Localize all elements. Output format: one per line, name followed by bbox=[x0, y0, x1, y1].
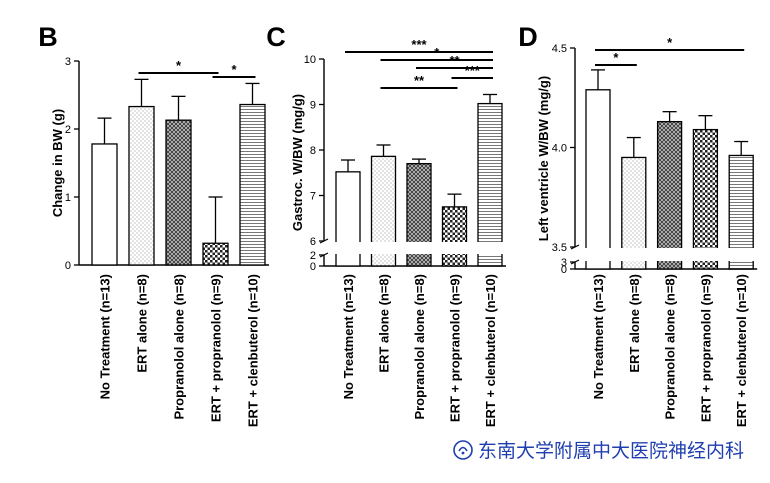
panel-letter: C bbox=[266, 22, 286, 52]
category-label: ERT alone (n=8) bbox=[627, 274, 642, 373]
panel-d: D 03 3.5 4.0 4.5 Left ventricle W/BW (mg/g) * *… bbox=[518, 22, 758, 427]
watermark-text: 东南大学附属中大医院神经内科 bbox=[478, 440, 745, 462]
category-label: ERT + propranolol (n=9) bbox=[698, 274, 713, 422]
significance-label: ** bbox=[449, 53, 460, 68]
y-tick-label: 9 bbox=[310, 100, 316, 112]
y-tick-label: 4.5 bbox=[552, 43, 567, 55]
y-axis-label: Left ventricle W/BW (mg/g) bbox=[536, 76, 551, 241]
category-label: No Treatment (n=13) bbox=[98, 274, 113, 399]
y-axis-label: Change in BW (g) bbox=[50, 109, 65, 217]
category-label: ERT + clenbuterol (n=10) bbox=[483, 274, 498, 427]
category-label: ERT + clenbuterol (n=10) bbox=[246, 274, 261, 427]
panel-b: B 0 1 2 3 Change in BW (g) * * No Treatment (n=1… bbox=[38, 22, 269, 427]
significance-label: * bbox=[176, 58, 182, 73]
significance-label: *** bbox=[465, 63, 481, 78]
y-tick-label: 3.5 bbox=[552, 242, 567, 254]
y-tick-label: 0 bbox=[65, 260, 71, 272]
significance-label: * bbox=[434, 45, 440, 60]
bar bbox=[165, 119, 192, 266]
y-tick-label: 2 bbox=[65, 124, 71, 136]
bar bbox=[239, 103, 266, 266]
category-label: ERT + propranolol (n=9) bbox=[448, 274, 463, 422]
wechat-icon bbox=[453, 439, 473, 460]
y-tick-label: 7 bbox=[310, 191, 316, 203]
y-axis-label: Gastroc. W/BW (mg/g) bbox=[290, 94, 305, 231]
y-tick-label: 3 bbox=[65, 56, 71, 68]
y-tick-label: 2 bbox=[310, 250, 316, 262]
bar bbox=[656, 120, 683, 270]
panel-letter: B bbox=[38, 22, 58, 52]
category-label: Propranolol alone (n=8) bbox=[412, 274, 427, 420]
axis-break-gap bbox=[320, 242, 504, 254]
category-label: Propranolol alone (n=8) bbox=[172, 274, 187, 420]
y-tick-label: 10 bbox=[304, 54, 316, 66]
category-label: No Treatment (n=13) bbox=[591, 274, 606, 399]
axis-break-mark bbox=[319, 238, 329, 244]
bar bbox=[692, 128, 719, 270]
significance-label: *** bbox=[411, 37, 427, 52]
bar bbox=[585, 89, 611, 270]
watermark: 东南大学附属中大医院神经内科 bbox=[452, 436, 744, 463]
y-tick-label: 0 bbox=[310, 261, 316, 273]
axis-break-mark bbox=[570, 244, 580, 250]
category-label: ERT alone (n=8) bbox=[377, 274, 392, 373]
significance-label: * bbox=[231, 62, 237, 77]
category-label: No Treatment (n=13) bbox=[341, 274, 356, 399]
axis-break-mark bbox=[570, 259, 580, 265]
y-tick-label: 6 bbox=[310, 236, 316, 248]
significance-label: * bbox=[613, 50, 619, 65]
y-tick-label: 3 bbox=[561, 257, 567, 269]
y-tick-label: 1 bbox=[65, 192, 71, 204]
significance-label: * bbox=[667, 35, 673, 50]
category-label: ERT alone (n=8) bbox=[135, 274, 150, 373]
y-tick-label: 4.0 bbox=[552, 143, 567, 155]
bar bbox=[477, 102, 503, 267]
bar bbox=[202, 242, 229, 266]
axis-break-gap bbox=[571, 248, 756, 261]
bar bbox=[91, 143, 118, 266]
axis-break-mark bbox=[319, 252, 329, 258]
bar bbox=[128, 105, 155, 266]
significance-label: ** bbox=[414, 73, 425, 88]
y-tick-label: 0 bbox=[561, 264, 567, 276]
bar bbox=[441, 206, 468, 267]
category-label: ERT + propranolol (n=9) bbox=[209, 274, 224, 422]
panel-letter: D bbox=[518, 22, 538, 52]
category-label: Propranolol alone (n=8) bbox=[663, 274, 678, 420]
category-label: ERT + clenbuterol (n=10) bbox=[734, 274, 749, 427]
y-tick-label: 8 bbox=[310, 145, 316, 157]
